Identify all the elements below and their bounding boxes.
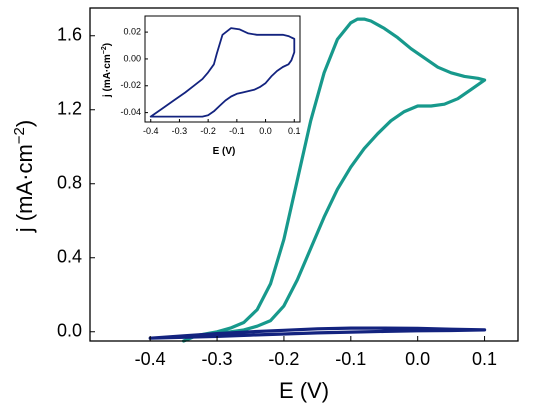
inset-x-tick-label: 0.1 [288,126,301,136]
main-series-line-0 [182,17,487,343]
inset-x-tick-label: -0.2 [200,126,216,136]
inset-y-tick-label: 0.00 [123,53,141,63]
main-y-tick-label: 1.2 [57,99,82,119]
main-x-tick-label: -0.1 [335,349,366,369]
main-plot-frame [89,7,519,342]
inset-data-layer [149,27,296,118]
main-x-tick-label: -0.3 [202,349,233,369]
main-data-layer [148,17,487,343]
inset-x-tick-label: 0.0 [259,126,272,136]
main-x-axis-label: E (V) [279,378,329,403]
inset-y-tick-label: 0.02 [123,26,141,36]
main-y-tick-label: 1.6 [57,25,82,45]
inset-x-ticks: -0.4 -0.3 -0.2 -0.1 0.0 0.1 [143,119,301,136]
inset-x-tick-label: -0.1 [229,126,245,136]
inset-x-tick-label: -0.3 [172,126,188,136]
inset-y-axis-label: j (mA·cm−2) [101,43,113,98]
main-x-tick-label: 0.0 [405,349,430,369]
main-x-tick-label: 0.1 [472,349,497,369]
main-chart: -0.4 -0.3 -0.2 -0.1 0.0 0.1 0.0 0.4 0.8 1.2 1.6 E… [11,7,519,403]
inset-y-ticks: -0.04 -0.02 0.00 0.02 [120,26,148,117]
inset-y-tick-label: -0.02 [120,80,141,90]
inset-y-tick-label: -0.04 [120,107,141,117]
main-y-tick-label: 0.8 [57,173,82,193]
inset-background [145,16,300,122]
inset-chart: -0.4 -0.3 -0.2 -0.1 0.0 0.1 -0.04 -0.02 0.00 0.0… [101,15,301,157]
inset-plot-frame [144,15,301,123]
main-x-tick-label: -0.2 [268,349,299,369]
main-series-line-1 [148,326,487,340]
inset-x-tick-label: -0.4 [143,126,159,136]
main-x-tick-label: -0.4 [135,349,166,369]
inset-x-axis-label: E (V) [213,146,236,157]
main-y-ticks: 0.0 0.4 0.8 1.2 1.6 [57,25,95,341]
main-y-tick-label: 0.0 [57,321,82,341]
inset-series-line-0 [149,27,296,118]
main-y-tick-label: 0.4 [57,247,82,267]
main-y-axis-label: j (mA·cm−2) [11,120,37,233]
main-x-ticks: -0.4 -0.3 -0.2 -0.1 0.0 0.1 [135,336,497,369]
